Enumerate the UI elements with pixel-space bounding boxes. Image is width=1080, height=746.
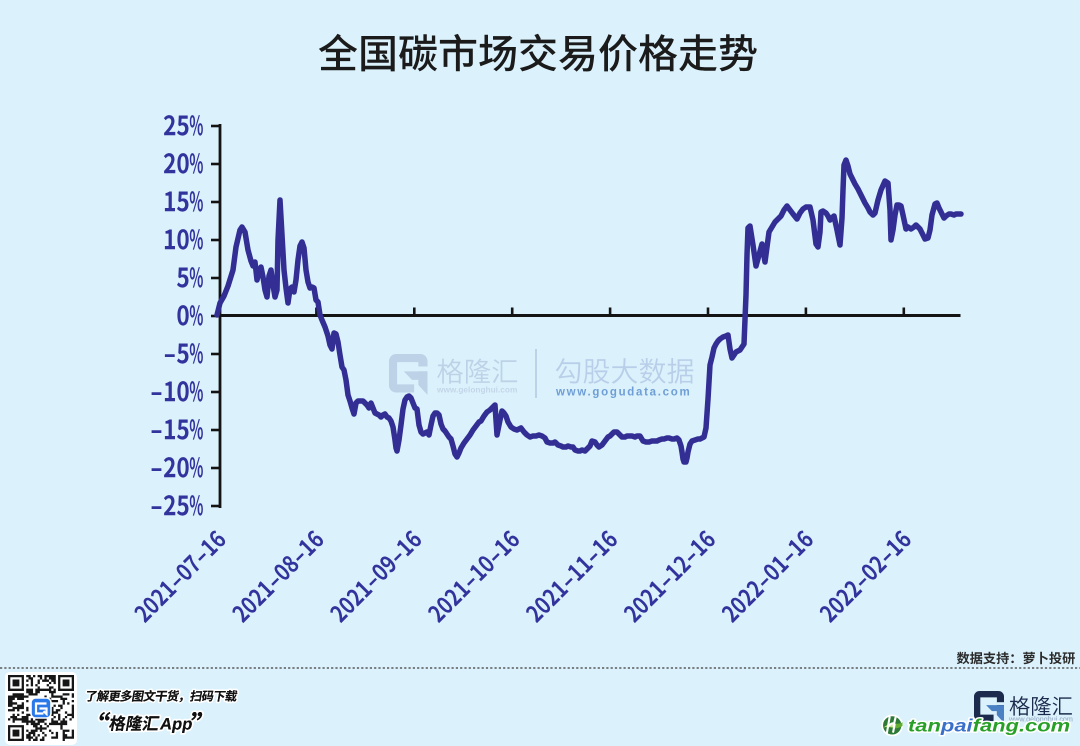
svg-text:www.gogudata.com: www.gogudata.com: [555, 387, 691, 399]
svg-text:tanpaifang.com: tanpaifang.com: [908, 716, 1070, 736]
svg-text:www.gelonghui.com: www.gelonghui.com: [436, 385, 517, 395]
svg-text:www.gelonghui.com: www.gelonghui.com: [1008, 715, 1073, 724]
